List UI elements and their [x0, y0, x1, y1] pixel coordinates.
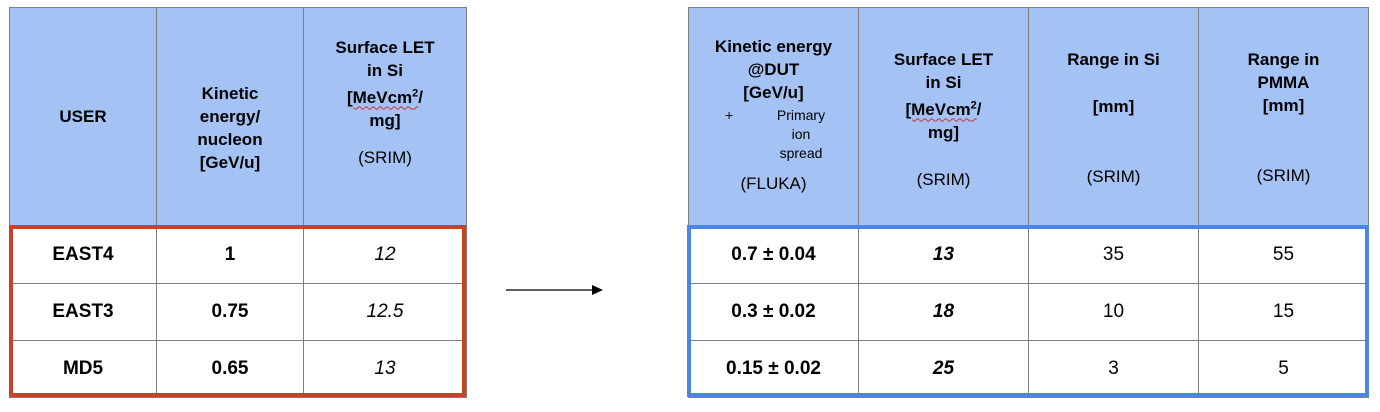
table-row: EAST4 1 12 [9, 225, 467, 284]
header-kinetic-line4: [GeV/u] [199, 152, 261, 172]
cell-energy: 1 [156, 225, 304, 284]
cell-energy: 0.7 ± 0.04 [688, 225, 859, 284]
header-ke-source: (FLUKA) [740, 174, 807, 193]
header-let-line3: [MeVcm2/ [304, 82, 466, 109]
cell-energy: 0.75 [156, 283, 304, 341]
header-let-source: (SRIM) [358, 147, 412, 167]
cell-range-si: 35 [1028, 225, 1199, 284]
header-user: USER [9, 7, 157, 226]
header-let-line1: Surface LET [335, 38, 435, 57]
header-rpmma-line1: Range in [1247, 50, 1320, 69]
header-let-unit-slash: / [976, 99, 982, 119]
cell-energy: 0.3 ± 0.02 [688, 283, 859, 341]
header-let-unit: [MeVcm2 [346, 87, 419, 107]
header-let-line2: in Si [367, 61, 403, 80]
header-let-unit-sup: 2 [412, 87, 419, 99]
header-let-line2: in Si [925, 73, 962, 92]
header-ke-spread-line3: spread [779, 145, 823, 161]
header-surface-let: Surface LET in Si [MeVcm2/ mg] (SRIM) [303, 7, 467, 226]
user-table-header-row: USER Kinetic energy/ nucleon [GeV/u] Sur… [9, 7, 467, 226]
header-rpmma-source: (SRIM) [1256, 166, 1311, 185]
header-ke-primary-spread: + Primary ion spread [689, 106, 858, 168]
header-rpmma-line3: [mm] [1262, 96, 1305, 115]
header-let-unit-sup: 2 [970, 99, 977, 111]
header-let-unit-slash: / [418, 87, 424, 107]
dut-table-header-row: Kinetic energy @DUT [GeV/u] + Primary io… [688, 7, 1369, 226]
cell-let: 12.5 [303, 283, 467, 341]
header-ke-plus: + [725, 107, 734, 123]
table-row: EAST3 0.75 12.5 [9, 283, 467, 341]
cell-energy: 0.65 [156, 340, 304, 398]
header-kinetic-energy: Kinetic energy/ nucleon [GeV/u] [156, 7, 304, 226]
cell-let: 13 [303, 340, 467, 398]
header-ke-line2: @DUT [747, 60, 800, 79]
cell-let: 12 [303, 225, 467, 284]
cell-range-pmma: 5 [1198, 340, 1369, 398]
header-kinetic-line2: energy/ [199, 106, 261, 126]
header-rsi-source: (SRIM) [1086, 167, 1141, 186]
cell-let: 25 [858, 340, 1029, 398]
header-ke-line3: [GeV/u] [743, 83, 804, 102]
header-ke-line1: Kinetic energy [714, 37, 833, 56]
header-kinetic-line3: nucleon [197, 129, 263, 149]
cell-range-pmma: 15 [1198, 283, 1369, 341]
cell-range-si: 10 [1028, 283, 1199, 341]
header-let-source: (SRIM) [916, 169, 971, 189]
header-let-line4: mg] [369, 110, 401, 130]
header-kinetic-energy-dut: Kinetic energy @DUT [GeV/u] + Primary io… [688, 7, 859, 226]
table-row: 0.15 ± 0.02 25 3 5 [688, 340, 1369, 398]
header-range-si: Range in Si [mm] (SRIM) [1028, 7, 1199, 226]
table-row: 0.7 ± 0.04 13 35 55 [688, 225, 1369, 284]
cell-user: EAST3 [9, 283, 157, 341]
header-rsi-line1: Range in Si [1067, 50, 1160, 69]
cell-range-pmma: 55 [1198, 225, 1369, 284]
right-arrow-icon [506, 285, 603, 295]
header-rpmma-line2: PMMA [1257, 73, 1310, 92]
cell-let: 18 [858, 283, 1029, 341]
cell-user: EAST4 [9, 225, 157, 284]
header-range-pmma: Range in PMMA [mm] (SRIM) [1198, 7, 1369, 226]
dut-table: Kinetic energy @DUT [GeV/u] + Primary io… [688, 7, 1369, 398]
header-let-line4: mg] [927, 122, 960, 142]
user-table: USER Kinetic energy/ nucleon [GeV/u] Sur… [9, 7, 467, 398]
header-let-unit-base: [MeVcm [905, 99, 971, 119]
cell-user: MD5 [9, 340, 157, 398]
header-rsi-line2: [mm] [1092, 97, 1135, 116]
header-surface-let-dut: Surface LET in Si [MeVcm2/ mg] (SRIM) [858, 7, 1029, 226]
header-ke-spread-line1: Primary [776, 107, 826, 123]
table-row: MD5 0.65 13 [9, 340, 467, 398]
table-row: 0.3 ± 0.02 18 10 15 [688, 283, 1369, 341]
header-kinetic-line1: Kinetic [201, 83, 259, 103]
header-let-line3: [MeVcm2/ [859, 94, 1028, 121]
cell-energy: 0.15 ± 0.02 [688, 340, 859, 398]
cell-range-si: 3 [1028, 340, 1199, 398]
header-ke-spread-line2: ion [791, 126, 811, 142]
cell-let: 13 [858, 225, 1029, 284]
header-user-label: USER [59, 107, 107, 126]
header-let-unit-base: [MeVcm [346, 87, 413, 107]
header-let-line1: Surface LET [893, 50, 994, 69]
header-let-unit: [MeVcm2 [905, 99, 977, 119]
header-ke-spread-text: Primary ion spread [773, 106, 829, 163]
